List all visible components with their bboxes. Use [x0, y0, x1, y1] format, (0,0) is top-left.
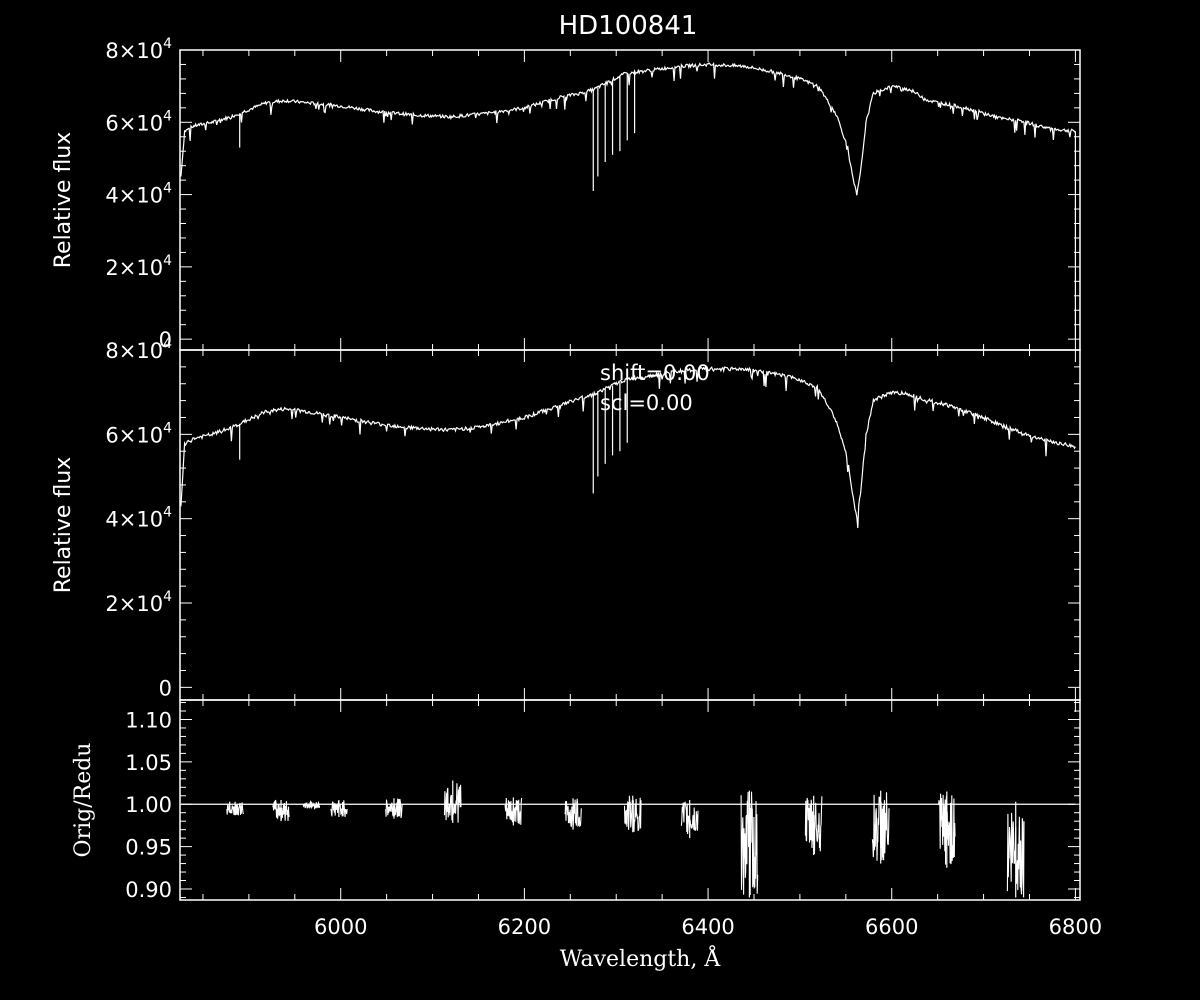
y-0-tick-label-3: 6×104 — [105, 108, 172, 135]
x-tick-label-3: 6600 — [865, 915, 918, 939]
x-tick-label-2: 6400 — [681, 915, 734, 939]
y-axis-label-1: Relative flux — [51, 457, 76, 594]
y-2-tick-label-3: 1.05 — [125, 751, 172, 775]
annotation-scale: scl=0.00 — [600, 391, 693, 415]
x-tick-label-1: 6200 — [498, 915, 551, 939]
y-1-tick-label-1: 2×104 — [105, 589, 172, 616]
y-axis-label-0: Relative flux — [51, 132, 76, 269]
figure-title: HD100841 — [559, 11, 698, 41]
y-0-tick-label-2: 4×104 — [105, 181, 172, 208]
y-1-tick-label-0: 0 — [159, 676, 172, 700]
x-tick-label-4: 6800 — [1049, 915, 1102, 939]
y-1-tick-label-2: 4×104 — [105, 505, 172, 532]
x-axis-label: Wavelength, Å — [560, 944, 722, 972]
y-0-tick-label-1: 2×104 — [105, 253, 172, 280]
y-0-tick-label-0: 0 — [159, 328, 172, 352]
flux-series-line-1 — [180, 365, 1076, 529]
annotation-shift: shift=0.00 — [600, 361, 710, 385]
y-1-tick-label-4: 8×104 — [105, 336, 172, 363]
y-2-tick-label-2: 1.00 — [125, 793, 172, 817]
y-2-tick-label-1: 0.95 — [125, 836, 172, 860]
flux-series-line-0 — [180, 61, 1076, 196]
x-tick-label-0: 6000 — [314, 915, 367, 939]
y-0-tick-label-4: 8×104 — [105, 36, 172, 63]
panel-reduced-flux: shift=0.00 scl=0.00 0 2×104 4×104 6×104 8×10… — [51, 336, 1081, 701]
y-1-tick-label-3: 6×104 — [105, 420, 172, 447]
panel-frame-0 — [179, 49, 1081, 351]
y-axis-label-2: Orig/Redu — [71, 743, 96, 858]
y-2-tick-label-4: 1.10 — [125, 708, 172, 732]
y-2-tick-label-0: 0.90 — [125, 878, 172, 902]
panel-observed-flux: 0 2×104 4×104 6×104 8×104 Relative flux — [51, 36, 1081, 352]
panel-ratio: 0.90 0.95 1.00 1.05 1.10 Orig/Redu 6000 6200 640… — [71, 699, 1102, 939]
panel-frame-2 — [179, 699, 1081, 901]
